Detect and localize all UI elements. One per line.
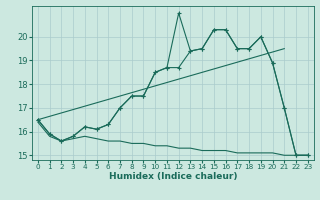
X-axis label: Humidex (Indice chaleur): Humidex (Indice chaleur): [108, 172, 237, 181]
